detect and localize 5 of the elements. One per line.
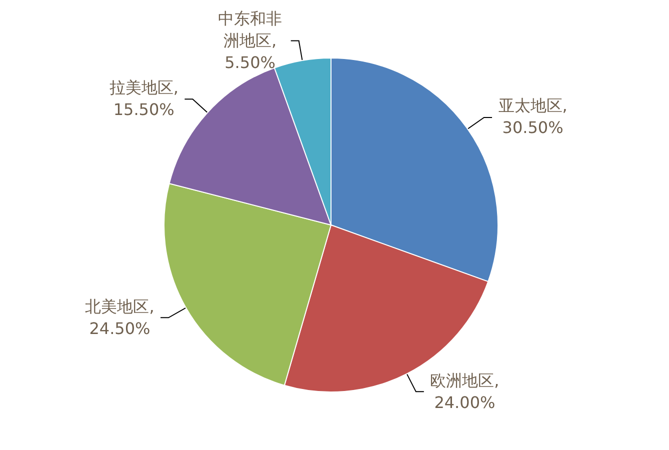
slice-label: 中东和非洲地区, 5.50% xyxy=(217,8,284,74)
slice-label: 北美地区, 24.50% xyxy=(84,296,156,340)
slice-label: 欧洲地区, 24.00% xyxy=(429,370,500,414)
slice-label: 亚太地区, 30.50% xyxy=(497,95,568,140)
slice-label: 拉美地区, 15.50% xyxy=(108,77,180,122)
